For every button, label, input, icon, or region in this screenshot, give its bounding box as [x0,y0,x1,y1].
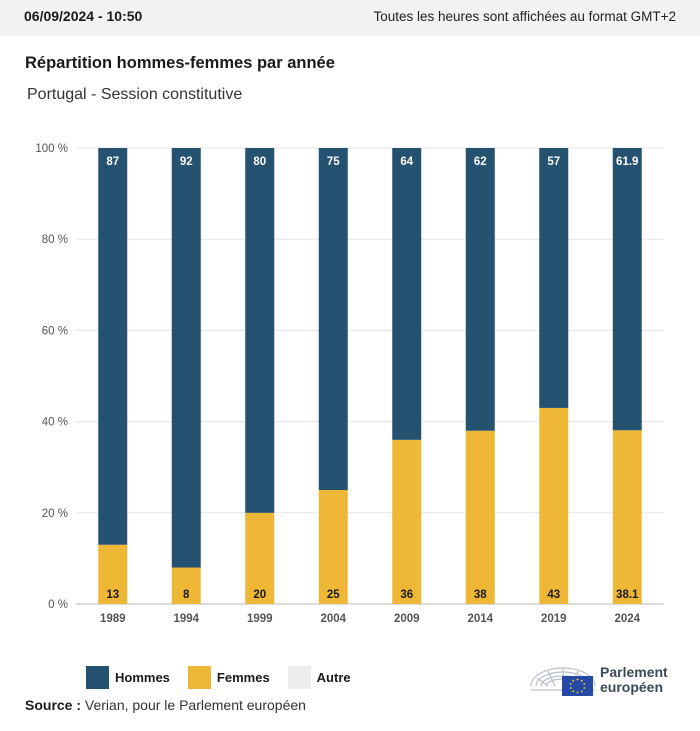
x-tick-label: 2009 [394,613,420,625]
logo-line2: européen [600,679,664,695]
source-text: Verian, pour le Parlement européen [84,697,306,713]
bar-femmes [392,439,422,604]
bar-femmes [245,512,275,604]
bar-hommes [245,148,275,513]
logo-line1: Parlement [600,664,668,680]
bar-hommes [98,148,128,545]
y-tick-label: 0 % [48,599,68,611]
legend-swatch-autre [287,666,311,689]
bar-hommes [392,148,422,440]
legend-item-femmes[interactable]: Femmes [187,666,270,689]
legend-item-autre[interactable]: Autre [287,666,351,689]
bar-femmes [318,490,348,604]
bar-femmes [539,407,569,604]
x-tick-label: 2019 [541,613,567,625]
legend-label-femmes: Femmes [216,670,270,685]
data-label-hommes: 57 [547,156,560,168]
y-tick-label: 80 % [42,234,68,246]
y-tick-label: 100 % [35,143,68,155]
data-label-femmes: 36 [400,589,413,601]
x-tick-label: 1994 [173,613,199,625]
data-label-femmes: 8 [183,589,190,601]
legend-swatch-femmes [187,666,211,689]
bar-hommes [465,148,495,431]
legend-label-autre: Autre [316,670,351,685]
y-tick-label: 60 % [42,325,68,337]
legend-label-hommes: Hommes [115,670,170,685]
x-tick-label: 1989 [100,613,126,625]
data-label-femmes: 38 [474,589,487,601]
data-label-hommes: 92 [180,156,193,168]
x-tick-label: 2004 [320,613,346,625]
data-label-hommes: 62 [474,156,487,168]
chart-subtitle: Portugal - Session constitutive [27,86,243,103]
x-tick-label: 2014 [467,613,493,625]
data-label-femmes: 43 [547,589,560,601]
top-bar: 06/09/2024 - 10:50 Toutes les heures son… [0,0,700,36]
bar-femmes [171,567,201,604]
bar-femmes [612,430,642,604]
y-tick-label: 20 % [42,508,68,520]
legend-item-hommes[interactable]: Hommes [86,666,170,689]
eu-flag-icon [562,676,593,696]
chart-title: Répartition hommes-femmes par année [25,54,335,72]
data-label-femmes: 20 [253,589,266,601]
legend-swatch-hommes [86,666,109,689]
data-label-femmes: 25 [327,589,340,601]
stacked-bar-chart: 0 % 20 % 40 % 60 % 80 % 100 % 13 87 1989 8 92 1994 2… [35,143,664,625]
data-label-femmes: 38.1 [616,589,639,601]
timezone-note: Toutes les heures sont affichées au form… [373,8,676,24]
legend: Hommes Femmes Autre [86,666,369,689]
data-label-hommes: 80 [253,156,266,168]
data-label-hommes: 64 [400,156,413,168]
parliament-logo: Parlement européen [528,660,688,700]
bar-hommes [171,148,201,568]
datetime: 06/09/2024 - 10:50 [24,8,143,24]
bar-hommes [539,148,569,408]
data-label-hommes: 61.9 [616,156,638,168]
y-tick-label: 40 % [42,417,68,429]
data-label-femmes: 13 [106,589,119,601]
source-note: Source : Verian, pour le Parlement europ… [25,697,306,713]
x-tick-label: 1999 [247,613,273,625]
source-label: Source : [25,697,82,713]
x-tick-label: 2024 [614,613,640,625]
bar-hommes [318,148,348,490]
data-label-hommes: 75 [327,156,340,168]
bar-hommes [612,148,642,431]
bar-femmes [465,430,495,604]
bar-femmes [98,544,128,604]
hemicycle-icon [530,667,596,696]
data-label-hommes: 87 [106,156,119,168]
